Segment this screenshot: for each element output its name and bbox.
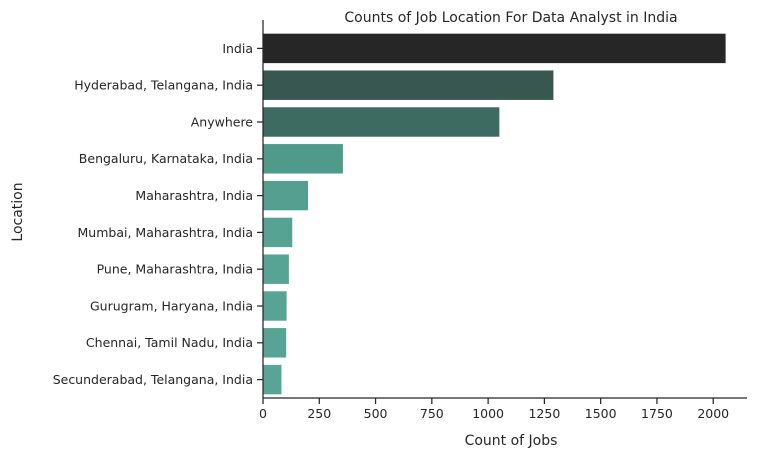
y-tick-label: Anywhere — [191, 114, 254, 129]
bar-3 — [263, 144, 343, 174]
bar-9 — [263, 364, 282, 395]
bar-4 — [263, 180, 309, 211]
bars-group — [263, 33, 726, 395]
bar-6 — [263, 254, 289, 284]
y-tick-label: India — [222, 41, 253, 56]
y-axis-ticks: India Hyderabad, Telangana, India Anywhere… — [53, 41, 263, 387]
bar-2 — [263, 107, 500, 137]
y-tick-label: Gurugram, Haryana, India — [90, 298, 253, 313]
x-tick-label: 1250 — [528, 406, 560, 421]
bar-5 — [263, 217, 293, 248]
x-tick-label: 2000 — [697, 406, 729, 421]
x-tick-label: 1750 — [641, 406, 673, 421]
bar-7 — [263, 291, 287, 321]
y-tick-label: Bengaluru, Karnataka, India — [79, 151, 253, 166]
y-tick-label: Pune, Maharashtra, India — [97, 262, 253, 277]
x-tick-label: 500 — [364, 406, 388, 421]
chart-title: Counts of Job Location For Data Analyst … — [344, 10, 677, 26]
bar-0 — [263, 33, 726, 64]
y-tick-label: Maharashtra, India — [135, 188, 253, 203]
y-tick-label: Hyderabad, Telangana, India — [74, 78, 253, 93]
x-tick-label: 750 — [420, 406, 444, 421]
x-axis-label: Count of Jobs — [465, 433, 558, 449]
x-tick-label: 1000 — [472, 406, 504, 421]
x-tick-label: 0 — [259, 406, 267, 421]
y-tick-label: Chennai, Tamil Nadu, India — [86, 335, 253, 350]
bar-1 — [263, 70, 554, 100]
x-tick-label: 250 — [307, 406, 331, 421]
y-tick-label: Mumbai, Maharashtra, India — [78, 225, 253, 240]
bar-8 — [263, 328, 287, 358]
y-tick-label: Secunderabad, Telangana, India — [53, 372, 253, 387]
x-axis-ticks: 0 250 500 750 1000 1250 1500 1750 2000 — [259, 398, 729, 421]
y-axis-label: Location — [10, 182, 26, 241]
x-tick-label: 1500 — [585, 406, 617, 421]
